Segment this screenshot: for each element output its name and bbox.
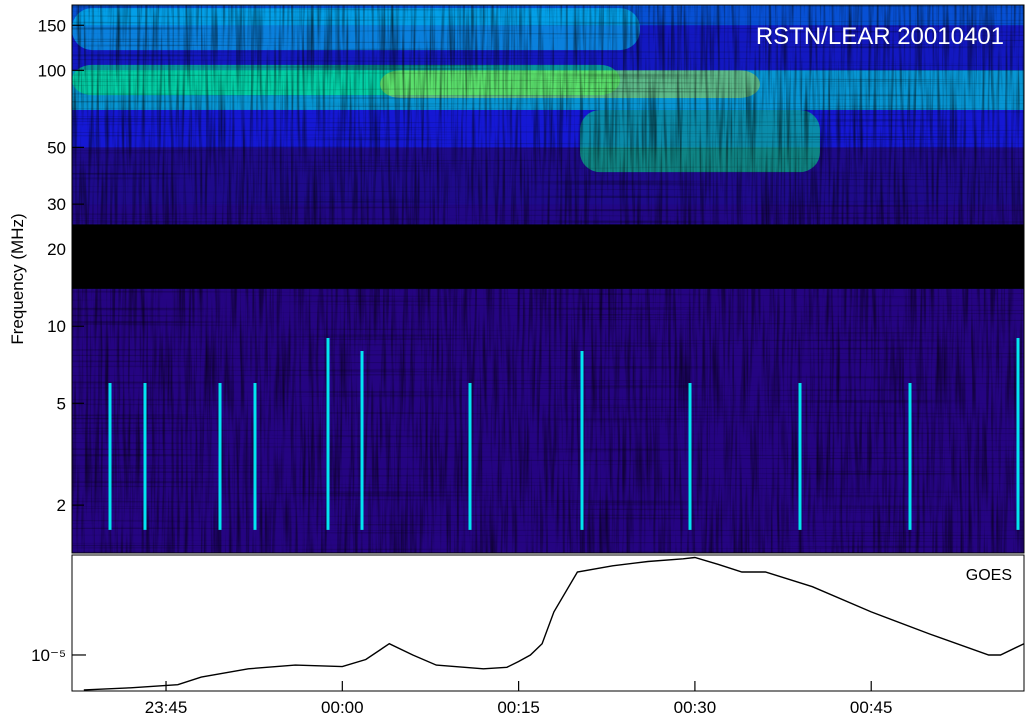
- spectrogram-frame: [71, 4, 1025, 554]
- y-tick-label: 20: [47, 240, 66, 259]
- y-tick-label: 2: [57, 496, 66, 515]
- goes-panel: GOES 10⁻⁵ 23:45 00:00 00:15 00:30 00:45: [31, 554, 1025, 717]
- chart-title: RSTN/LEAR 20010401: [756, 23, 1004, 50]
- x-tick-label: 23:45: [145, 698, 188, 717]
- x-tick-label: 00:30: [674, 698, 717, 717]
- spectrogram-y-ticks: 2 5 10 20 30 50 100 150: [38, 16, 84, 515]
- goes-y-ticks: 10⁻⁵: [31, 646, 86, 665]
- goes-flux-line: [83, 556, 1025, 691]
- spectrogram-bursts: [108, 337, 1020, 530]
- goes-x-ticks: 23:45 00:00 00:15 00:30 00:45: [145, 681, 893, 717]
- no-data-band: [72, 224, 1024, 289]
- y-tick-label: 30: [47, 195, 66, 214]
- x-tick-label: 00:00: [321, 698, 364, 717]
- x-tick-label: 00:15: [497, 698, 540, 717]
- y-tick-label: 10: [47, 317, 66, 336]
- y-tick-label: 50: [47, 138, 66, 157]
- goes-y-tick-label: 10⁻⁵: [31, 646, 66, 665]
- goes-label: GOES: [966, 567, 1012, 584]
- goes-background: [71, 554, 1025, 692]
- y-tick-label: 150: [38, 16, 66, 35]
- y-tick-label: 5: [57, 394, 66, 413]
- y-tick-label: 100: [38, 61, 66, 80]
- y-axis-title: Frequency (MHz): [8, 213, 27, 344]
- x-tick-label: 00:45: [850, 698, 893, 717]
- spectrogram-panel: RSTN/LEAR 20010401 Frequency (MHz) 25102…: [8, 4, 1025, 554]
